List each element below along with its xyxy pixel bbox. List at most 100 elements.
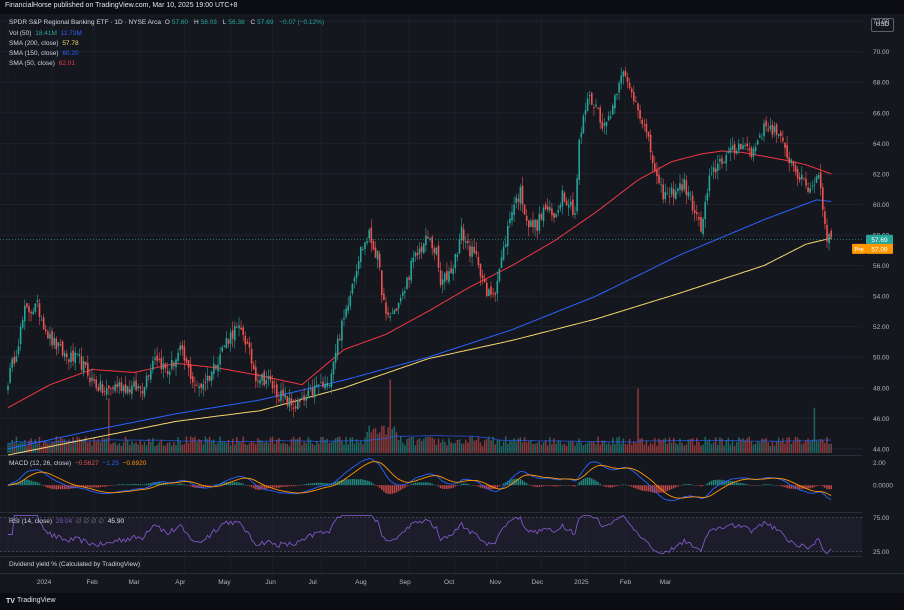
macd-histogram-bar	[276, 485, 278, 488]
candle-body	[591, 92, 593, 105]
candle-body	[796, 169, 799, 179]
candle-body	[240, 327, 242, 330]
candle-body	[597, 107, 599, 109]
volume-bar	[523, 437, 526, 453]
macd-histogram-bar	[494, 485, 496, 489]
candle-body	[360, 247, 362, 262]
volume-bar	[59, 437, 62, 453]
volume-bar	[759, 442, 761, 453]
macd-histogram-bar	[200, 485, 202, 488]
candle-body	[561, 190, 564, 207]
legend-sma50-row[interactable]: SMA (50, close) 62.01	[9, 60, 77, 67]
candle-body	[668, 196, 671, 197]
volume-bar	[616, 437, 618, 453]
macd-histogram-bar	[654, 485, 656, 493]
volume-bar	[410, 436, 412, 453]
volume-bar	[607, 442, 610, 453]
candle-body	[601, 121, 604, 129]
macd-histogram-bar	[246, 485, 249, 486]
volume-bar	[303, 441, 305, 453]
macd-histogram-bar	[129, 484, 131, 486]
macd-histogram-bar	[576, 485, 578, 486]
volume-bar	[702, 444, 704, 453]
legend-sma200-row[interactable]: SMA (200, close) 57.78	[9, 40, 81, 47]
macd-histogram-bar	[376, 485, 379, 487]
candle-body	[465, 241, 467, 243]
pre-label-text: Pre	[854, 247, 864, 253]
macd-histogram-bar	[372, 483, 375, 486]
macd-histogram-bar	[479, 485, 482, 488]
macd-histogram-bar	[318, 482, 320, 486]
rsi-label: RSI (14, close)	[9, 518, 52, 525]
volume-bar	[320, 437, 322, 453]
volume-bar	[708, 439, 711, 453]
candle-body	[651, 155, 654, 164]
currency-badge[interactable]: USD	[871, 18, 894, 32]
candle-body	[74, 352, 76, 363]
legend-dividend-row[interactable]: Dividend yield % (Calculated by TradingV…	[9, 561, 141, 568]
macd-histogram-bar	[49, 485, 51, 489]
volume-bar	[318, 443, 320, 453]
macd-histogram-bar	[824, 485, 826, 488]
volume-bar	[431, 437, 433, 453]
candle-body	[261, 373, 263, 381]
volume-bar	[372, 429, 375, 453]
macd-histogram-bar	[7, 485, 9, 486]
legend-macd-row[interactable]: MACD (12, 26, close) −0.5627 −1.25 −0.69…	[9, 460, 148, 467]
rsi-v2: ∅ ∅ ∅ ∅	[75, 518, 104, 525]
candle-body	[504, 244, 507, 247]
macd-histogram-bar	[536, 485, 538, 488]
candle-body	[565, 200, 568, 206]
volume-bar	[437, 438, 440, 453]
volume-bar	[255, 443, 257, 453]
volume-bar	[549, 437, 551, 453]
macd-histogram-bar	[385, 485, 387, 494]
volume-bar	[137, 444, 139, 453]
macd-histogram-bar	[198, 485, 200, 488]
volume-bar	[252, 442, 255, 453]
volume-bar	[475, 440, 478, 453]
macd-histogram-bar	[565, 485, 568, 486]
volume-bar	[265, 441, 268, 453]
candle-body	[150, 370, 152, 380]
candle-body	[622, 71, 625, 77]
macd-histogram-bar	[202, 485, 205, 488]
legend-rsi-row[interactable]: RSI (14, close) 29.04 ∅ ∅ ∅ ∅ 45.90	[9, 517, 126, 525]
volume-bar	[196, 441, 198, 453]
sma200-value: 57.78	[62, 40, 79, 47]
volume-bar	[803, 442, 805, 453]
legend-vol-row[interactable]: Vol (50) 18.41M 11.73M	[9, 30, 84, 37]
legend-sma150-row[interactable]: SMA (150, close) 60.20	[9, 50, 81, 57]
volume-bar	[175, 445, 177, 453]
macd-histogram-bar	[265, 485, 268, 489]
symbol-title[interactable]: SPDR S&P Regional Banking ETF · 1D · NYS…	[9, 19, 161, 26]
volume-bar	[637, 388, 639, 453]
macd-histogram-bar	[599, 483, 601, 486]
price-tick-label: 52.00	[873, 324, 890, 331]
macd-histogram-bar	[595, 480, 597, 486]
candle-body	[231, 330, 234, 339]
macd-histogram-bar	[168, 484, 171, 486]
candle-body	[677, 188, 679, 192]
volume-bar	[763, 439, 765, 453]
time-tick-label: Jun	[265, 579, 276, 586]
candle-body	[234, 325, 236, 341]
macd-histogram-bar	[404, 485, 406, 488]
macd-histogram-bar	[116, 484, 118, 486]
macd-histogram-bar	[215, 484, 217, 486]
macd-histogram-bar	[171, 484, 173, 486]
macd-histogram-bar	[336, 480, 339, 486]
candle-body	[721, 158, 723, 164]
macd-histogram-bar	[244, 484, 247, 486]
macd-histogram-bar	[502, 483, 505, 486]
macd-histogram-bar	[194, 485, 196, 488]
macd-histogram-bar	[108, 485, 110, 486]
macd-histogram-bar	[139, 484, 142, 486]
candle-body	[280, 390, 282, 401]
candle-body	[255, 367, 257, 382]
candle-body	[61, 341, 64, 356]
candle-body	[723, 162, 725, 164]
volume-bar	[66, 441, 68, 453]
candle-body	[691, 195, 694, 211]
